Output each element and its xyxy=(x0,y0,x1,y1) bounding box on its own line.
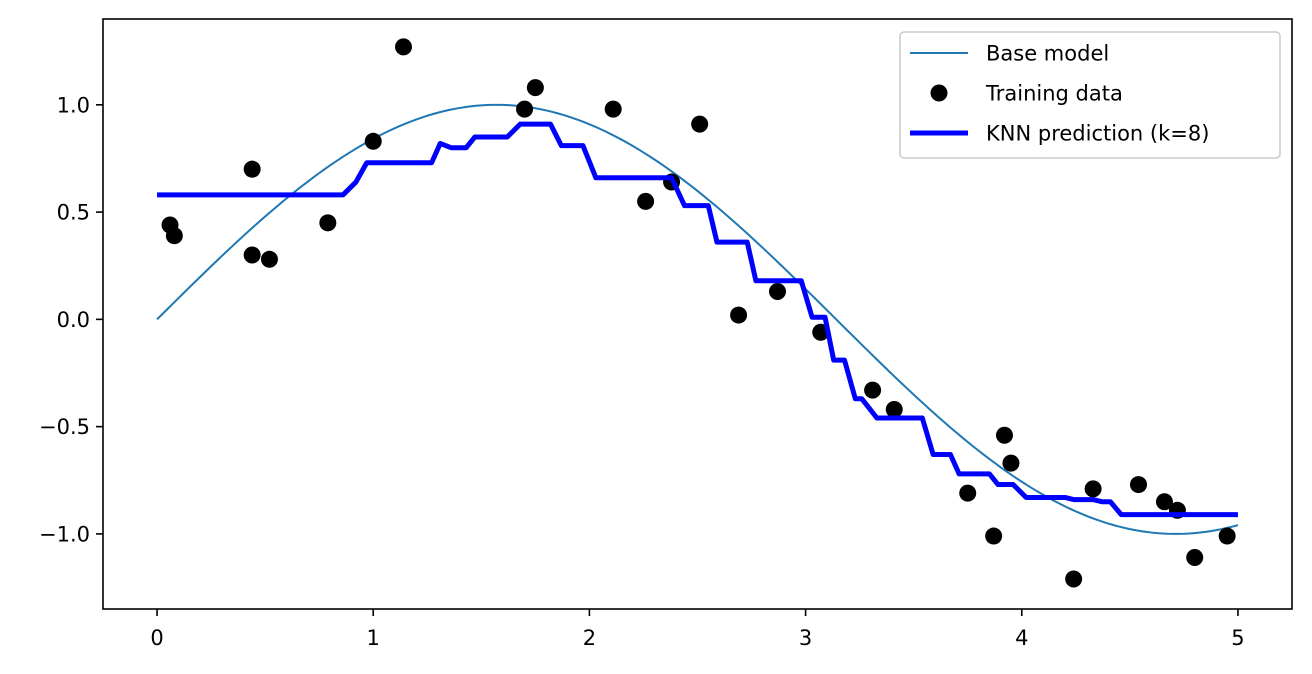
data-point-14 xyxy=(730,306,748,324)
data-point-26 xyxy=(1155,493,1173,511)
y-tick-label-0: −1.0 xyxy=(39,522,90,546)
series-line-base-model xyxy=(156,103,1239,535)
data-point-28 xyxy=(1186,549,1204,567)
data-point-22 xyxy=(1002,454,1020,472)
data-point-8 xyxy=(516,100,534,118)
x-tick-label-2: 2 xyxy=(583,626,596,650)
data-point-13 xyxy=(691,115,709,133)
series-scatter-training-data xyxy=(161,38,1236,588)
legend-label-2: KNN prediction (k=8) xyxy=(986,122,1209,146)
data-point-11 xyxy=(637,192,655,210)
legend-marker-1 xyxy=(930,84,948,102)
data-point-6 xyxy=(364,132,382,150)
data-point-19 xyxy=(959,484,977,502)
plot-layer xyxy=(156,38,1239,588)
data-point-10 xyxy=(604,100,622,118)
data-point-1 xyxy=(165,227,183,245)
legend-label-0: Base model xyxy=(986,42,1109,66)
data-point-25 xyxy=(1130,476,1148,494)
data-point-9 xyxy=(526,79,544,97)
data-point-15 xyxy=(768,282,786,300)
x-tick-label-5: 5 xyxy=(1231,626,1244,650)
data-point-5 xyxy=(319,214,337,232)
x-tick-label-4: 4 xyxy=(1015,626,1028,650)
y-tick-label-1: −0.5 xyxy=(39,415,90,439)
data-point-3 xyxy=(243,160,261,178)
axes-layer: 0 1 2 3 4 5 −1.0 −0.5 0.0 0.5 1.0 xyxy=(39,18,1293,650)
data-point-4 xyxy=(260,250,278,268)
plot-frame xyxy=(102,18,1293,610)
data-point-24 xyxy=(1084,480,1102,498)
x-tick-label-3: 3 xyxy=(799,626,812,650)
data-point-7 xyxy=(394,38,412,56)
x-tick-label-0: 0 xyxy=(150,626,163,650)
legend-label-1: Training data xyxy=(985,82,1123,106)
x-tick-label-1: 1 xyxy=(367,626,380,650)
y-tick-label-4: 1.0 xyxy=(57,93,90,117)
data-point-17 xyxy=(864,381,882,399)
series-line-knn-prediction xyxy=(157,121,1238,518)
legend: Base model Training data KNN prediction (k… xyxy=(899,31,1281,159)
data-point-29 xyxy=(1218,527,1236,545)
legend-box xyxy=(899,31,1281,159)
y-tick-label-2: 0.0 xyxy=(57,308,90,332)
data-point-20 xyxy=(985,527,1003,545)
data-point-2 xyxy=(243,246,261,264)
y-tick-label-3: 0.5 xyxy=(57,201,90,225)
data-point-18 xyxy=(885,400,903,418)
data-point-23 xyxy=(1065,570,1083,588)
data-point-21 xyxy=(995,426,1013,444)
